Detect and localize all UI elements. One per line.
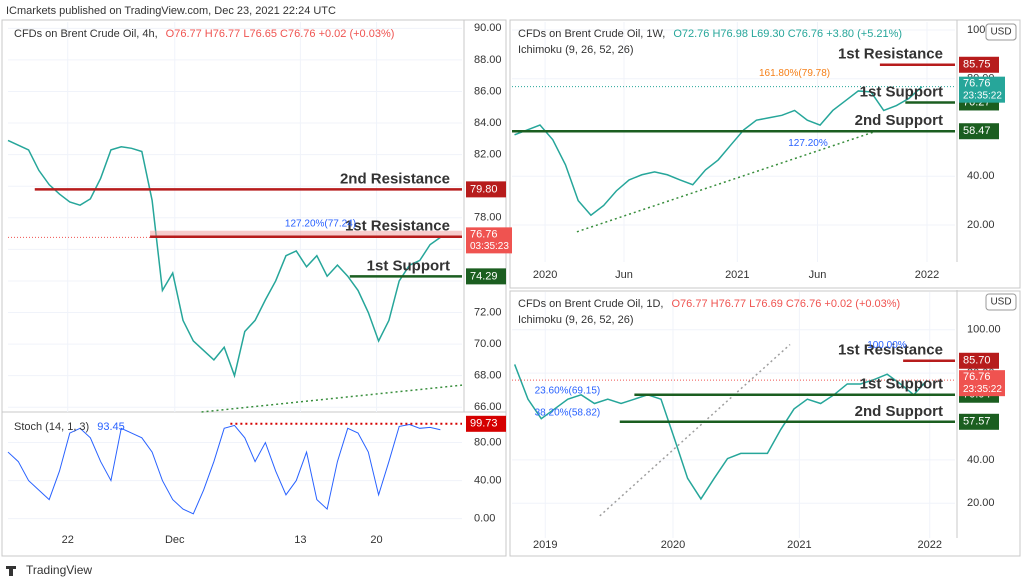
panel [1,19,507,557]
level-label: 85.70 [963,355,991,367]
y-tick-label: 84.00 [474,117,502,129]
y-tick-label: 40.00 [474,474,502,486]
currency: USD [990,297,1011,308]
y-tick-label: 72.00 [474,306,502,318]
level-label-box [466,181,506,198]
indicator-title: Stoch (14, 1, 3) [14,421,89,433]
indicator-value: 93.45 [97,421,125,433]
x-tick-label: Dec [165,534,185,546]
level-name: 1st Resistance [838,46,943,63]
x-tick-label: 2019 [533,539,557,551]
y-tick-label: 40.00 [967,454,995,466]
price-label-box [466,227,512,254]
level-label: 58.47 [963,125,991,137]
y-tick-label: 40.00 [967,170,995,182]
x-tick-label: Jun [809,269,827,281]
level-label-box [959,352,999,369]
y-tick-label: 80.00 [474,436,502,448]
price-countdown: 23:35:22 [963,90,1002,101]
annotation: 161.80%(79.78) [759,68,830,79]
x-tick-label: 2022 [915,269,939,281]
price-countdown: 23:35:22 [963,384,1002,395]
level-name: 2nd Resistance [340,170,450,187]
footer: TradingView [26,563,92,577]
ohlc: O76.77 H76.77 L76.69 C76.76 +0.02 (+0.03… [672,298,901,310]
annotation: 38.20%(58.82) [535,408,601,419]
level-name: 1st Resistance [345,218,450,235]
subtitle: Ichimoku (9, 26, 52, 26) [518,314,634,326]
level-label-box [466,268,506,285]
panel [509,290,1021,557]
level-label-box [959,413,999,430]
level-name: 2nd Support [855,403,943,420]
trendline [576,129,881,233]
y-tick-label: 90.00 [474,22,502,34]
stoch-level-box [466,415,506,432]
y-tick-label: 20.00 [967,219,995,231]
level-label: 85.75 [963,59,991,71]
x-tick-label: Jun [615,269,633,281]
level-name: 1st Resistance [838,342,943,359]
price-countdown: 03:35:23 [470,241,509,252]
y-tick-label: 70.00 [474,338,502,350]
x-tick-label: 22 [62,534,74,546]
y-tick-label: 78.00 [474,212,502,224]
level-name: 1st Support [860,83,943,100]
currency-box [985,23,1017,41]
level-label: 74.29 [470,270,498,282]
y-tick-label: 66.00 [474,401,502,413]
currency: USD [990,27,1011,38]
y-tick-label: 86.00 [474,85,502,97]
level-label-box [959,56,999,73]
annotation: 127.20%(77.24) [285,218,356,229]
x-tick-label: 2022 [917,539,941,551]
currency-box [985,293,1017,311]
header: ICmarkets published on TradingView.com, … [6,5,336,17]
level-name: 1st Support [367,257,450,274]
y-tick-label: 88.00 [474,54,502,66]
panel [509,19,1021,289]
annotation: 100.00% [867,340,907,351]
y-tick-label: 0.00 [474,513,495,525]
price-line [513,364,928,501]
price-label-box [959,370,1005,397]
y-tick-label: 82.00 [474,149,502,161]
zone [150,230,462,237]
annotation: 127.20% [788,138,828,149]
x-tick-label: 2020 [533,269,557,281]
trendline [201,384,463,413]
level-label: 57.57 [963,416,991,428]
y-tick-label: 100.00 [967,324,1001,336]
price-label: 76.76 [963,371,991,383]
price-label: 76.76 [470,228,498,240]
level-label: 79.80 [470,183,498,195]
annotation: 23.60%(69.15) [535,385,601,396]
logo [6,566,16,576]
x-tick-label: 20 [370,534,382,546]
stoch-level-label: 99.73 [470,418,498,430]
y-tick-label: 20.00 [967,497,995,509]
price-line [514,86,923,217]
price-label-box [959,76,1005,103]
ohlc: O72.76 H76.98 L69.30 C76.76 +3.80 (+5.21… [673,28,902,40]
x-tick-label: 2021 [787,539,811,551]
x-tick-label: 13 [294,534,306,546]
price-label: 76.76 [963,78,991,90]
stoch-line [7,423,441,515]
x-tick-label: 2020 [661,539,685,551]
level-name: 2nd Support [855,112,943,129]
level-label-box [959,123,999,140]
subtitle: Ichimoku (9, 26, 52, 26) [518,44,634,56]
chart-title: CFDs on Brent Crude Oil, 4h, [14,28,158,40]
y-tick-label: 68.00 [474,370,502,382]
price-line [7,139,441,379]
chart-title: CFDs on Brent Crude Oil, 1D, [518,298,664,310]
chart-title: CFDs on Brent Crude Oil, 1W, [518,28,665,40]
level-name: 1st Support [860,376,943,393]
x-tick-label: 2021 [725,269,749,281]
ohlc: O76.77 H76.77 L76.65 C76.76 +0.02 (+0.03… [166,28,395,40]
